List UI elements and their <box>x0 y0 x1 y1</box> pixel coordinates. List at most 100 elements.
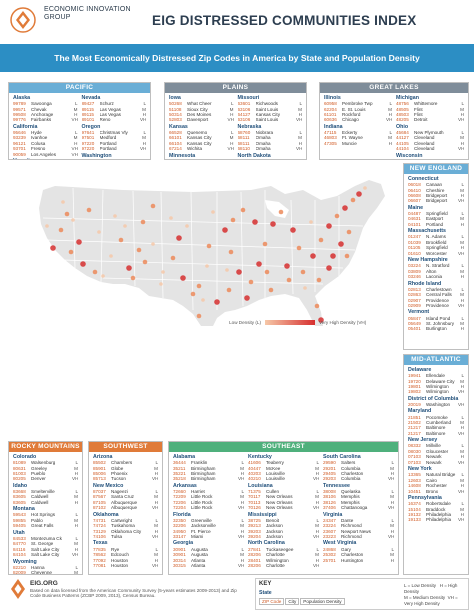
density-code: L <box>461 182 464 188</box>
zip-row: 66104 Kansas City H <box>169 141 234 146</box>
map-dot <box>176 235 182 241</box>
state-name-indiana: Indiana <box>324 123 343 130</box>
density-code: M <box>460 216 464 222</box>
zip-code: 04487 <box>408 211 421 217</box>
map-dot <box>101 274 105 278</box>
city-name: Newark <box>426 454 442 460</box>
zip-code: 97641 <box>81 130 95 136</box>
map-dot <box>113 214 117 218</box>
city-name: Rockford <box>342 112 361 118</box>
map-dot <box>300 269 306 275</box>
density-code: L <box>75 460 78 466</box>
zip-code: 89115 <box>81 106 94 112</box>
map-dot <box>318 237 324 243</box>
zip-row: 72204 Little Rock VH <box>173 505 244 510</box>
zip-row: 97220 Portland VH <box>82 146 147 151</box>
density-code: L <box>75 512 78 518</box>
zip-row: 67214 Wichita VH <box>169 146 234 151</box>
density-code: M <box>74 570 78 575</box>
zip-row: 84116 Salt Lake City H <box>13 547 78 552</box>
key-m: M = Medium Density <box>404 595 446 600</box>
state-name-virginia: Virginia <box>323 511 343 518</box>
density-code: VH <box>458 250 464 256</box>
zip-row: 06608 Bridgeport H <box>408 193 464 198</box>
map-dot <box>61 200 65 204</box>
zip-row: 48756 Whittemore L <box>396 101 464 106</box>
map-dot <box>248 279 254 285</box>
density-code: L <box>461 373 464 379</box>
map-dot <box>97 230 101 234</box>
density-code: M <box>154 465 158 471</box>
zip-code: 66101 <box>169 135 182 141</box>
region-header: PLAINS <box>165 83 306 93</box>
city-name: Edcouch <box>111 552 129 558</box>
density-code: L <box>74 130 78 136</box>
city-name: Jackson <box>266 523 283 529</box>
city-name: Salters <box>341 460 356 466</box>
city-name: Benoit <box>266 517 280 523</box>
density-code: L <box>461 443 464 449</box>
city-name: Cleveland <box>414 140 435 146</box>
map-dot <box>310 253 316 259</box>
density-code: L <box>296 159 302 160</box>
zip-code: 64127 <box>237 112 251 118</box>
zip-code: 03809 <box>408 268 421 274</box>
zip-row: 72206 Little Rock H <box>173 500 244 505</box>
map-dot <box>50 245 56 251</box>
zip-row: 87037 Nageezi L <box>93 489 158 494</box>
city-name: Pueblo <box>31 471 46 477</box>
density-code: M <box>460 477 464 483</box>
zip-row: 45684 New Plymouth L <box>396 130 464 135</box>
city-name: Birmingham <box>191 471 216 477</box>
zip-row: 29203 Columbia VH <box>323 476 394 481</box>
zip-code: 61101 <box>324 112 337 118</box>
density-code: L <box>458 159 464 160</box>
city-name: Columbia <box>341 465 361 471</box>
city-name: Columbia <box>341 476 361 482</box>
region-pacific: PACIFIC Alaska 99789 Savoonga L 99571 Chevak M 9… <box>8 82 151 160</box>
key-vh: VH = Very High Density <box>404 595 458 606</box>
zip-code: 99138 <box>82 159 100 160</box>
region-header: SOUTHEAST <box>169 442 398 452</box>
density-code: M <box>229 106 234 112</box>
city-name: Rochester <box>426 483 447 489</box>
zip-code: 74106 <box>93 534 106 540</box>
density-code: M <box>460 292 464 298</box>
map-dot <box>326 265 332 271</box>
city-name: Tulsa <box>111 534 123 540</box>
city-name: Detroit <box>414 117 428 123</box>
city-name: Delaware City <box>426 378 455 384</box>
city-name: Newark <box>426 459 442 465</box>
zip-row: 97501 Medford M <box>82 135 147 140</box>
footer-url[interactable]: EIG.ORG <box>30 580 58 587</box>
city-name: Colusa <box>31 140 46 146</box>
city-name: Millville <box>426 443 441 449</box>
density-code: VH <box>296 146 302 152</box>
zip-row: 70113 New Orleans H <box>248 500 319 505</box>
zip-row: 68111 Omaha M <box>238 135 303 140</box>
density-code: VH <box>238 534 244 540</box>
zip-code: 87105 <box>93 499 106 505</box>
city-name: Franklin <box>191 460 208 466</box>
density-code: M <box>154 494 158 500</box>
eig-logo[interactable]: Economic Innovation Group <box>4 2 144 40</box>
city-name: Providence <box>426 302 449 308</box>
city-name: Anchorage <box>31 112 54 118</box>
state-name-nebraska: Nebraska <box>237 123 262 130</box>
city-name: N. Stratford <box>426 263 450 269</box>
zip-code: 59855 <box>13 517 26 523</box>
zip-code: 41606 <box>248 460 261 466</box>
state-name-minnesota: Minnesota <box>169 152 196 159</box>
city-name: Canaan <box>426 182 443 188</box>
zip-code: 20019 <box>408 402 421 408</box>
city-name: St. Johnsbury <box>426 320 455 326</box>
city-name: N. Adams <box>426 234 446 240</box>
zip-code: 89115 <box>81 112 94 118</box>
zip-code: 38126 <box>323 499 336 505</box>
zip-code: 89427 <box>81 101 95 107</box>
zip-code: 05649 <box>408 320 421 326</box>
density-code: M <box>142 106 146 112</box>
zip-row: 85901 Globe M <box>93 466 158 471</box>
zip-row: 29590 Salters L <box>323 460 394 465</box>
zip-row: 05847 Island Pond L <box>408 316 464 321</box>
